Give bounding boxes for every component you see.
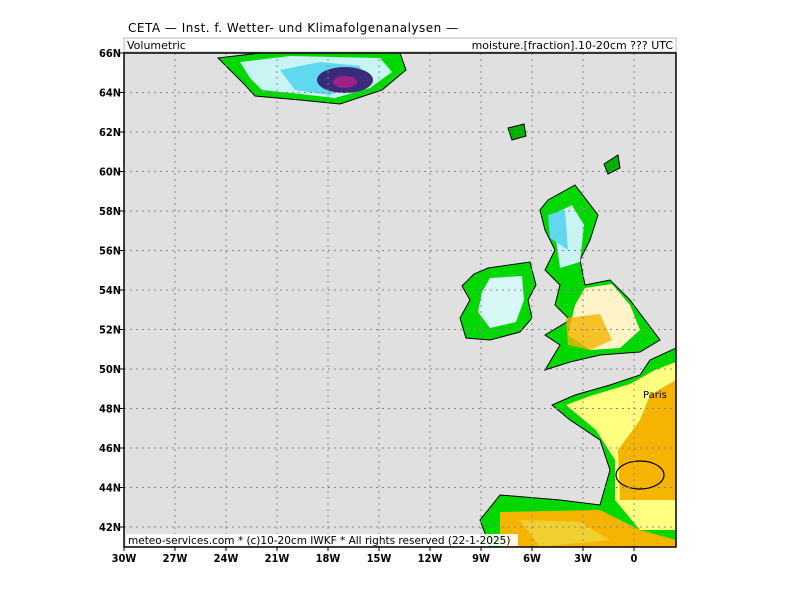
left-label: Volumetric [127,39,186,52]
lon-label: 12W [418,552,443,565]
lon-label: 0 [631,552,638,565]
lat-label: 46N [99,442,121,455]
lat-label: 48N [99,403,121,416]
lat-label: 42N [99,521,121,534]
right-label: moisture.[fraction].10-20cm ??? UTC [472,39,674,52]
lon-label: 30W [112,552,137,565]
map-area: Paris [124,53,676,547]
lat-label: 64N [99,87,121,100]
france-drier [618,380,676,500]
lat-label: 56N [99,245,121,258]
lat-label: 44N [99,482,121,495]
title: CETA — Inst. f. Wetter- und Klimafolgena… [128,21,459,35]
footer: meteo-services.com * (c)10-20cm IWKF * A… [128,535,510,547]
lat-label: 62N [99,126,121,139]
england-drier [566,314,612,350]
lon-label: 27W [163,552,188,565]
footer-box [126,534,518,546]
shetland [603,154,621,175]
scotland-wet [548,210,568,250]
lat-label: 66N [99,47,121,60]
lon-label: 3W [574,552,592,565]
lon-label: 21W [265,552,290,565]
lon-label: 18W [316,552,341,565]
lat-label: 58N [99,205,121,218]
lat-label: 54N [99,284,121,297]
lat-label: 50N [99,363,121,376]
lon-label: 6W [523,552,541,565]
contour [615,460,665,490]
graticule [124,53,676,547]
faroe [507,123,527,141]
header-box [123,37,677,53]
frame [123,52,677,548]
lat-label: 60N [99,166,121,179]
ireland-moist [478,276,524,328]
place-label: Paris [643,390,667,401]
lat-label: 52N [99,324,121,337]
iceland-peak [333,76,357,88]
lon-label: 15W [367,552,392,565]
lon-label: 9W [472,552,490,565]
lon-label: 24W [214,552,239,565]
